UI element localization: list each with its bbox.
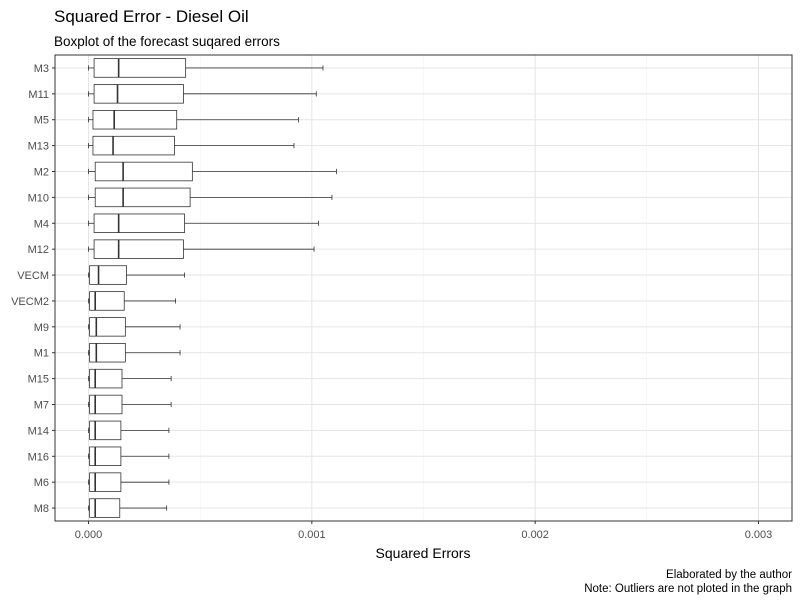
- box-iqr: [89, 472, 122, 492]
- box-iqr: [93, 239, 184, 259]
- y-tick-label: M12: [28, 244, 49, 256]
- y-tick-label: M13: [28, 141, 49, 153]
- x-tick-label: 0.003: [745, 529, 773, 541]
- x-axis-title: Squared Errors: [376, 545, 471, 561]
- box-iqr: [89, 317, 126, 337]
- box-iqr: [89, 420, 122, 441]
- box-iqr: [93, 84, 184, 104]
- box-iqr: [89, 446, 122, 466]
- x-tick-label: 0.002: [521, 529, 549, 541]
- box-iqr: [89, 498, 121, 518]
- y-tick-label: M8: [34, 503, 49, 515]
- y-tick-label: M9: [34, 322, 49, 334]
- box-iqr: [93, 58, 187, 78]
- box-iqr: [89, 368, 123, 389]
- y-tick-label: M7: [34, 400, 49, 412]
- box-iqr: [92, 135, 175, 156]
- chart-title: Squared Error - Diesel Oil: [54, 7, 249, 26]
- y-tick-label: M15: [28, 374, 49, 386]
- y-tick-label: M6: [34, 477, 49, 489]
- y-tick-label: M4: [34, 218, 49, 230]
- box-iqr: [89, 343, 126, 363]
- y-tick-label: M14: [28, 425, 49, 437]
- y-tick-label: VECM2: [11, 296, 49, 308]
- panel-border: [54, 54, 793, 522]
- box-iqr: [89, 291, 125, 311]
- y-tick-label: M16: [28, 451, 49, 463]
- box-iqr: [94, 161, 193, 182]
- chart-subtitle: Boxplot of the forecast suqared errors: [54, 34, 280, 49]
- y-tick-label: VECM: [17, 270, 49, 282]
- y-tick-label: M2: [34, 167, 49, 179]
- y-tick-label: M10: [28, 192, 49, 204]
- box-iqr: [89, 394, 123, 415]
- x-tick-label: 0.000: [75, 529, 103, 541]
- y-tick-label: M3: [34, 63, 49, 75]
- plot-area: M3 M11 M5 M13 M2 M10 M4 M12 VECM VECM2 M9 M1 M15 M7 M1…: [11, 54, 793, 541]
- y-tick-label: M5: [34, 115, 49, 127]
- caption-note: Note: Outliers are not ploted in the gra…: [584, 583, 792, 595]
- caption-author: Elaborated by the author: [666, 569, 792, 581]
- box-iqr: [92, 110, 178, 130]
- x-tick-label: 0.001: [298, 529, 326, 541]
- y-tick-label: M1: [34, 348, 49, 360]
- box-iqr: [89, 265, 127, 285]
- box-iqr: [93, 213, 185, 233]
- box-iqr: [94, 187, 191, 208]
- y-tick-label: M11: [28, 89, 49, 101]
